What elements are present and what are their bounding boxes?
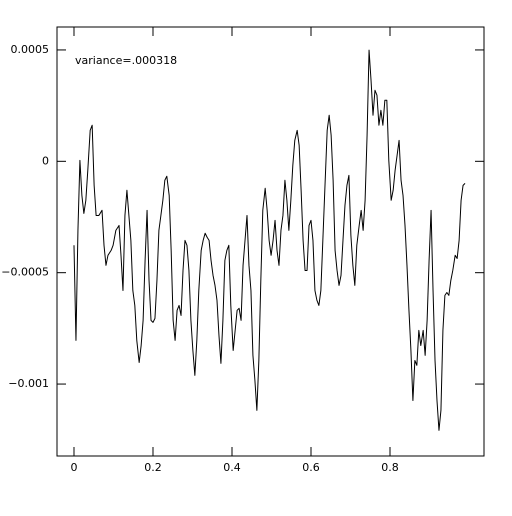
x-tick-label: 0.4 <box>223 461 241 474</box>
x-tick-label: 0.6 <box>302 461 320 474</box>
y-tick-label: −0.0005 <box>1 266 49 279</box>
x-tick-label: 0.2 <box>144 461 162 474</box>
y-tick-label: 0 <box>42 154 49 167</box>
data-line <box>73 49 466 431</box>
plot-frame <box>56 26 485 457</box>
annotation: variance=.000318 <box>75 54 177 67</box>
y-tick-label: −0.001 <box>8 377 49 390</box>
y-tick-label: 0.0005 <box>11 43 50 56</box>
x-tick-label: 0 <box>70 461 77 474</box>
x-tick-label: 0.8 <box>381 461 399 474</box>
